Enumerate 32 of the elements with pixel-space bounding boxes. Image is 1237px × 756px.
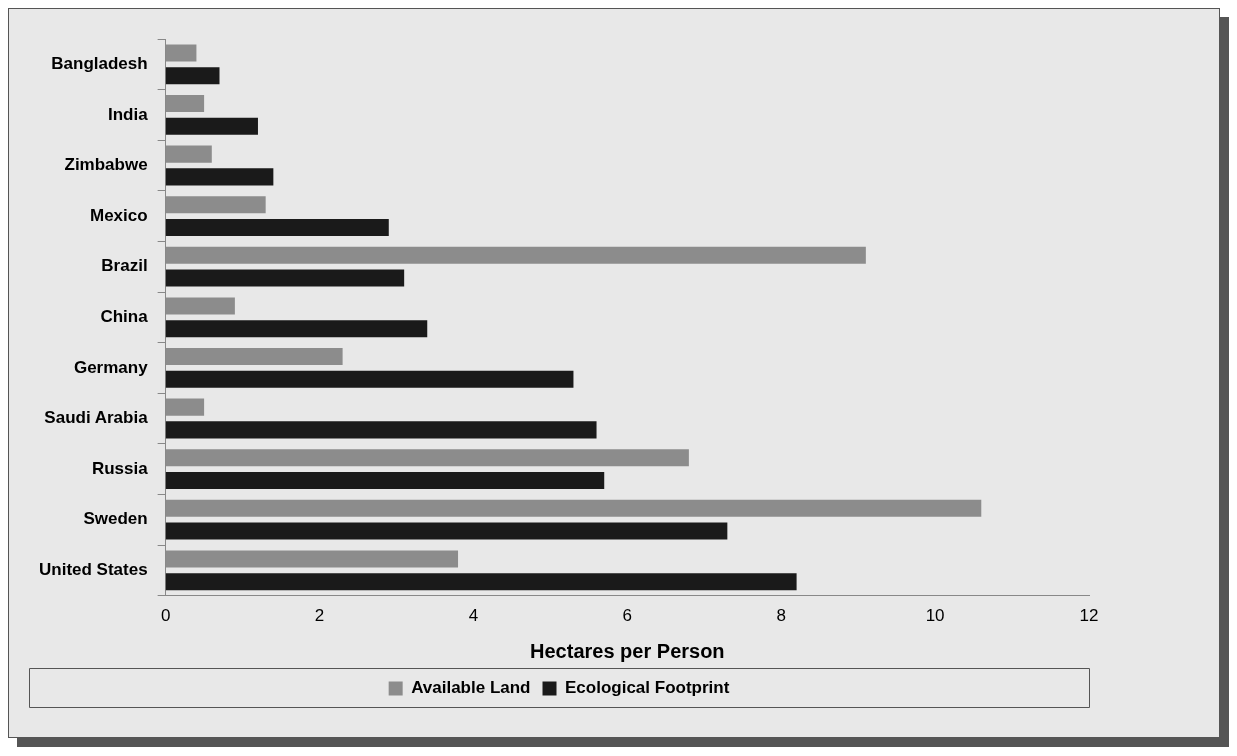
bar <box>165 522 728 540</box>
bar <box>165 218 389 237</box>
bar <box>165 370 574 388</box>
x-tick-label: 6 <box>622 606 633 626</box>
bar <box>165 421 597 439</box>
legend-label: Available Land <box>411 678 531 698</box>
y-tick-label: Brazil <box>101 256 148 276</box>
y-tick-label: Bangladesh <box>51 53 148 73</box>
bar <box>165 573 797 591</box>
x-tick-label: 2 <box>314 606 325 626</box>
x-tick-label: 10 <box>925 606 945 626</box>
x-tick-label: 0 <box>160 606 171 626</box>
bar <box>165 117 258 135</box>
bar <box>165 471 605 490</box>
x-tick-label: 4 <box>468 606 479 626</box>
y-tick-label: United States <box>38 559 148 579</box>
bar <box>165 320 428 338</box>
y-tick-label: China <box>100 306 149 326</box>
y-tick-label: Russia <box>91 458 149 478</box>
y-tick-label: Germany <box>73 357 149 377</box>
y-tick-label: Mexico <box>89 205 148 225</box>
bar <box>165 269 405 287</box>
x-axis-title: Hectares per Person <box>530 639 725 662</box>
x-tick-label: 8 <box>776 606 786 626</box>
legend-label: Ecological Footprint <box>565 678 730 698</box>
y-tick-label: Saudi Arabia <box>44 408 149 428</box>
y-tick-label: Sweden <box>83 509 148 529</box>
x-tick-label: 12 <box>1079 606 1099 626</box>
y-tick-label: India <box>107 104 149 124</box>
y-tick-label: Zimbabwe <box>64 155 148 175</box>
bar <box>165 67 220 85</box>
bar <box>165 168 274 186</box>
